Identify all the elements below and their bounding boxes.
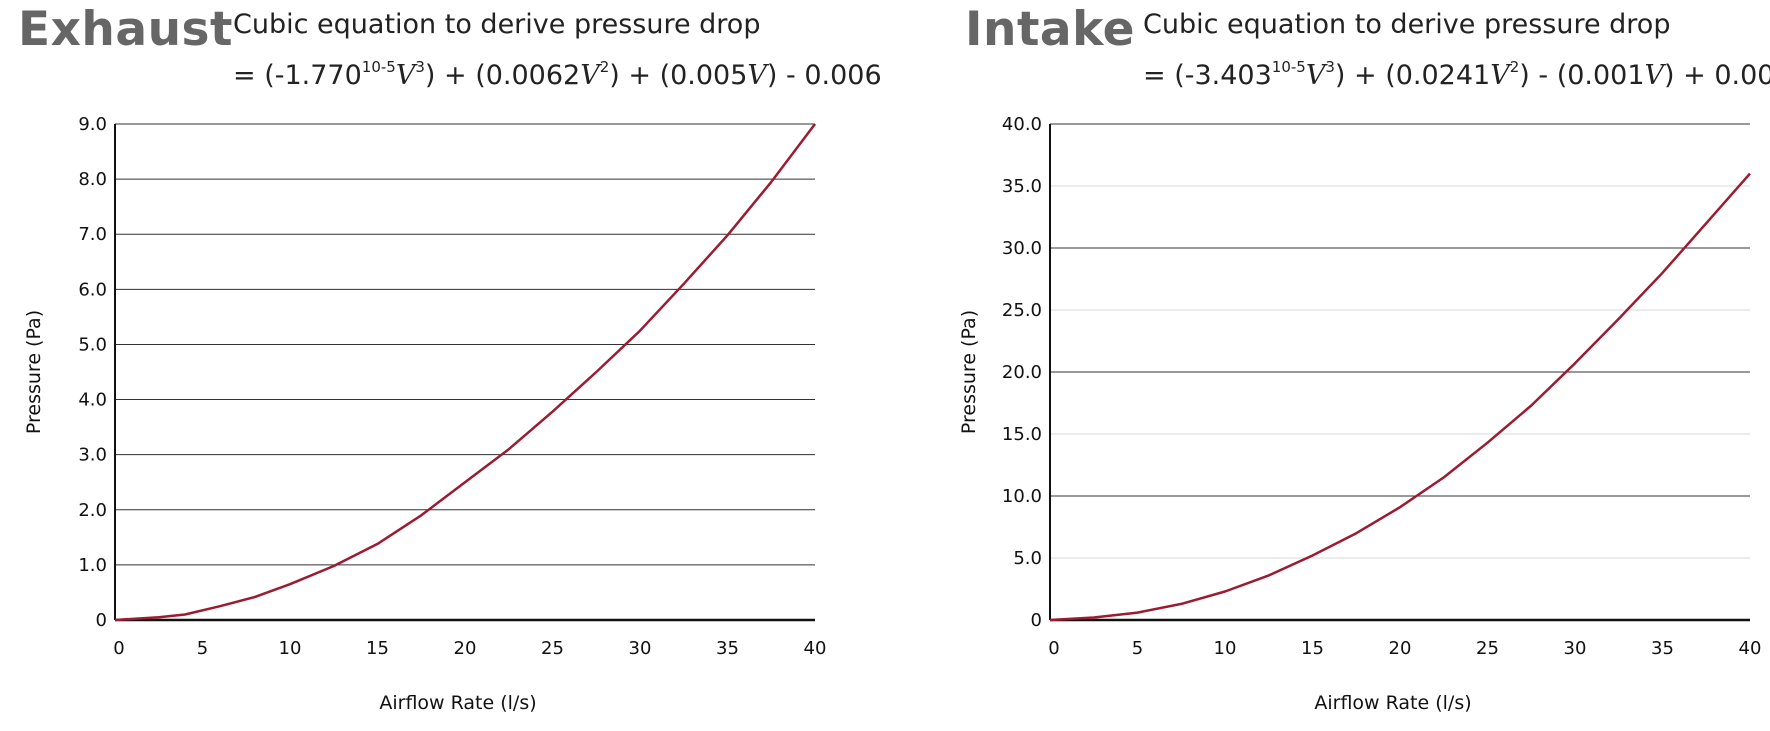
intake-ticks: 0 5.0 10.0 15.0 20.0 25.0 30.0 35.0 40.0 0 5 10 15 20…: [1002, 114, 1762, 659]
exhaust-x-axis-label: Airflow Rate (l/s): [379, 692, 536, 714]
exhaust-equation: = (-1.77010-5V3) + (0.0062V2) + (0.005V)…: [233, 46, 882, 97]
intake-y-tick-label: 0: [1031, 610, 1042, 631]
intake-x-tick-label: 25: [1476, 638, 1499, 659]
intake-y-tick-label: 10.0: [1002, 486, 1042, 507]
exhaust-y-tick-label: 7.0: [78, 224, 107, 245]
eq-variable: V: [580, 60, 600, 91]
exhaust-x-tick-label: 5: [197, 638, 208, 659]
exhaust-y-tick-label: 2.0: [78, 500, 107, 521]
intake-y-tick-label: 25.0: [1002, 300, 1042, 321]
intake-x-tick-label: 35: [1651, 638, 1674, 659]
intake-axes: [1049, 124, 1750, 622]
intake-panel: Intake Cubic equation to derive pressure…: [885, 0, 1770, 731]
intake-x-tick-label: 10: [1214, 638, 1237, 659]
intake-series: [1049, 172, 1751, 622]
intake-y-tick-label: 5.0: [1013, 548, 1042, 569]
exhaust-panel: Exhaust Cubic equation to derive pressur…: [18, 2, 882, 714]
eq-part: ) - 0.006: [766, 60, 882, 91]
intake-equation-caption: Cubic equation to derive pressure drop: [1143, 9, 1671, 40]
exhaust-equation-caption: Cubic equation to derive pressure drop: [233, 9, 761, 40]
intake-x-tick-label: 40: [1739, 638, 1762, 659]
intake-y-tick-label: 20.0: [1002, 362, 1042, 383]
eq-exponent: 2: [599, 58, 610, 76]
exhaust-y-tick-label: 3.0: [78, 445, 107, 466]
intake-pressure-curve: [1049, 172, 1751, 622]
exhaust-y-tick-label: 6.0: [78, 279, 107, 300]
intake-y-tick-label: 30.0: [1002, 238, 1042, 259]
exhaust-x-tick-label: 15: [366, 638, 389, 659]
exhaust-grid: [115, 123, 815, 566]
eq-exponent: 2: [1509, 58, 1520, 76]
intake-x-tick-label: 20: [1389, 638, 1412, 659]
exhaust-x-tick-label: 35: [716, 638, 739, 659]
exhaust-y-tick-label: 9.0: [78, 114, 107, 135]
exhaust-series: [114, 123, 816, 622]
exhaust-y-tick-label: 0: [96, 610, 107, 631]
intake-equation: = (-3.40310-5V3) + (0.0241V2) - (0.001V)…: [1143, 46, 1770, 97]
eq-part: ) - (0.001: [1519, 60, 1645, 91]
exhaust-y-tick-label: 4.0: [78, 390, 107, 411]
exhaust-title: Exhaust: [18, 2, 233, 57]
intake-y-tick-label: 35.0: [1002, 176, 1042, 197]
intake-title: Intake: [965, 2, 1136, 57]
eq-part: ) + (0.0241: [1334, 60, 1491, 91]
intake-x-tick-label: 15: [1301, 638, 1324, 659]
intake-grid: [1050, 123, 1750, 559]
eq-exponent: 10-5: [1271, 58, 1306, 76]
intake-chart: 0 5.0 10.0 15.0 20.0 25.0 30.0 35.0 40.0 0 5 10 15 20…: [958, 114, 1762, 714]
exhaust-y-axis-label: Pressure (Pa): [23, 310, 45, 434]
exhaust-chart: 0 1.0 2.0 3.0 4.0 5.0 6.0 7.0 8.0 9.0 0 5 10 15 20 25 30…: [23, 114, 826, 714]
eq-part: ) + 0.007: [1664, 60, 1770, 91]
exhaust-x-tick-label: 30: [629, 638, 652, 659]
exhaust-pressure-curve: [114, 123, 816, 622]
eq-exponent: 3: [1325, 58, 1335, 76]
exhaust-x-tick-label: 40: [804, 638, 827, 659]
exhaust-x-tick-label: 20: [454, 638, 477, 659]
exhaust-y-tick-label: 5.0: [78, 334, 107, 355]
intake-y-tick-label: 40.0: [1002, 114, 1042, 135]
exhaust-x-tick-label: 25: [541, 638, 564, 659]
exhaust-y-tick-label: 8.0: [78, 169, 107, 190]
eq-exponent: 10-5: [361, 58, 396, 76]
eq-exponent: 3: [415, 58, 425, 76]
eq-part: = (-1.770: [233, 60, 362, 91]
exhaust-y-tick-label: 1.0: [78, 555, 107, 576]
eq-variable: V: [1644, 60, 1665, 91]
intake-x-axis-label: Airflow Rate (l/s): [1314, 692, 1471, 714]
eq-variable: V: [1305, 60, 1326, 91]
exhaust-ticks: 0 1.0 2.0 3.0 4.0 5.0 6.0 7.0 8.0 9.0 0 5 10 15 20 25 30…: [78, 114, 826, 659]
intake-y-tick-label: 15.0: [1002, 424, 1042, 445]
eq-part: = (-3.403: [1143, 60, 1272, 91]
intake-equation-block: Cubic equation to derive pressure drop =…: [1143, 4, 1770, 97]
intake-y-axis-label: Pressure (Pa): [958, 310, 980, 434]
exhaust-equation-block: Cubic equation to derive pressure drop =…: [233, 4, 882, 97]
intake-x-tick-label: 30: [1564, 638, 1587, 659]
exhaust-x-tick-label: 10: [279, 638, 302, 659]
eq-variable: V: [747, 60, 767, 91]
exhaust-x-tick-label: 0: [113, 638, 124, 659]
intake-x-tick-label: 5: [1132, 638, 1143, 659]
eq-variable: V: [1490, 60, 1510, 91]
eq-part: ) + (0.005: [609, 60, 748, 91]
eq-variable: V: [395, 60, 416, 91]
exhaust-axes: [114, 124, 815, 622]
eq-part: ) + (0.0062: [424, 60, 581, 91]
intake-x-tick-label: 0: [1048, 638, 1059, 659]
